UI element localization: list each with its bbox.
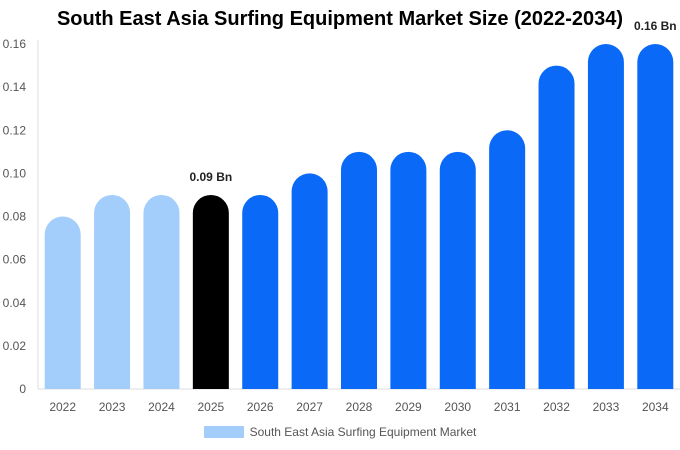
- y-tick-label: 0.10: [3, 166, 27, 180]
- x-tick-label: 2029: [395, 400, 422, 414]
- data-label-2025: 0.09 Bn: [190, 170, 233, 184]
- x-tick-label: 2032: [543, 400, 570, 414]
- x-tick-label: 2025: [197, 400, 224, 414]
- y-tick-label: 0.14: [3, 80, 27, 94]
- x-tick-label: 2031: [494, 400, 521, 414]
- bar-2023: [94, 194, 131, 389]
- legend-swatch: [203, 426, 244, 438]
- bar-2024: [143, 194, 180, 389]
- bar-2032: [538, 65, 575, 389]
- bar-2033: [587, 44, 624, 389]
- x-tick-label: 2030: [444, 400, 471, 414]
- x-tick-label: 2027: [296, 400, 323, 414]
- y-tick-label: 0.04: [3, 296, 27, 310]
- bar-2027: [291, 173, 328, 389]
- bar-2026: [242, 194, 279, 389]
- bar-2031: [489, 130, 526, 389]
- bar-2028: [341, 151, 377, 389]
- x-tick-label: 2033: [593, 400, 620, 414]
- y-tick-label: 0: [19, 382, 26, 396]
- x-tick-label: 2022: [49, 400, 76, 414]
- y-tick-label: 0.02: [3, 339, 27, 353]
- y-tick-label: 0.06: [3, 253, 27, 267]
- x-tick-label: 2028: [346, 400, 373, 414]
- x-tick-label: 2026: [247, 400, 274, 414]
- bar-2025: [192, 194, 229, 389]
- bar-2022: [44, 216, 81, 389]
- chart-title: South East Asia Surfing Equipment Market…: [56, 8, 624, 30]
- legend-label: South East Asia Surfing Equipment Market: [249, 425, 477, 439]
- bar-2034: [637, 44, 674, 389]
- bar-2029: [390, 151, 427, 389]
- x-tick-label: 2034: [642, 400, 669, 414]
- y-tick-label: 0.16: [3, 37, 27, 51]
- bar-2030: [439, 151, 476, 389]
- y-tick-label: 0.08: [3, 210, 27, 224]
- legend: South East Asia Surfing Equipment Market: [0, 425, 680, 439]
- data-label-2034: 0.16 Bn: [634, 19, 677, 33]
- x-tick-label: 2024: [148, 400, 175, 414]
- bar-chart: 0 0.02 0.04 0.06 0.08 0.10 0.12 0.14 0.16 2022 202…: [3, 19, 680, 414]
- x-tick-label: 2023: [99, 400, 126, 414]
- y-tick-label: 0.12: [3, 123, 27, 137]
